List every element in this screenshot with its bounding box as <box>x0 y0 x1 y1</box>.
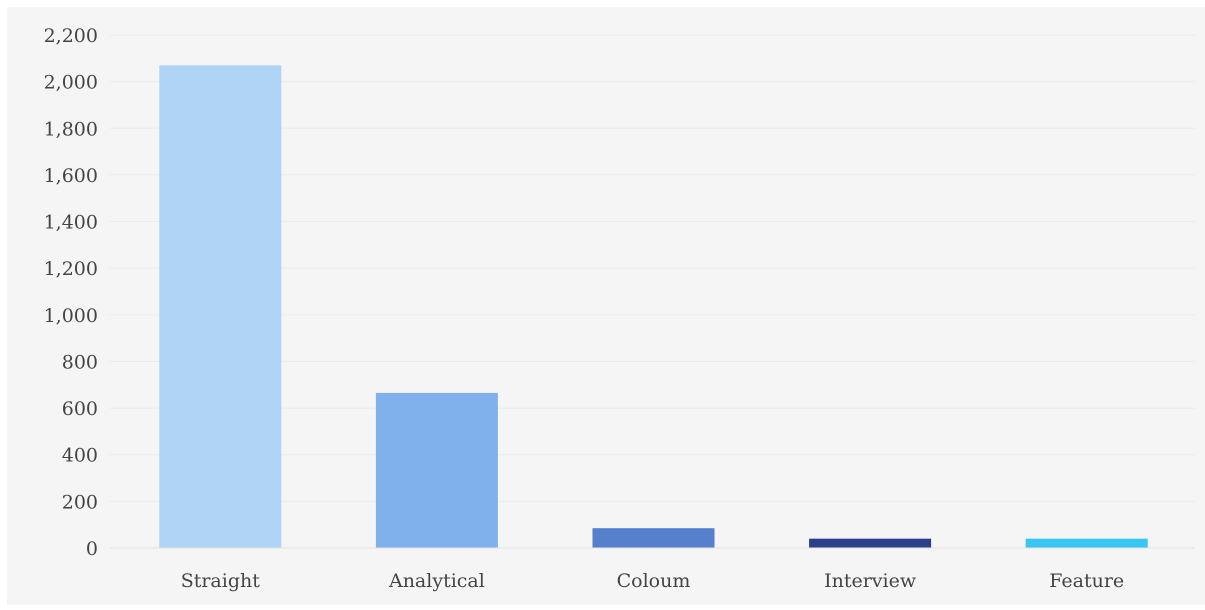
x-tick-label: Interview <box>824 570 917 592</box>
bars <box>159 65 1148 549</box>
y-tick-label: 1,000 <box>44 305 98 327</box>
bar-feature <box>1025 538 1148 548</box>
y-tick-label: 1,600 <box>44 165 98 187</box>
bar-coloum <box>592 528 715 548</box>
y-tick-label: 800 <box>62 351 98 373</box>
y-tick-label: 2,000 <box>44 72 98 94</box>
x-tick-label: Straight <box>181 570 261 592</box>
bar-chart: 0 200 400 600 800 1,000 1,200 1,400 1,600 1,800 2,… <box>44 25 1195 592</box>
x-axis-ticks: Straight Analytical Coloum Interview Feature <box>181 570 1124 592</box>
y-tick-label: 0 <box>86 538 98 560</box>
y-tick-label: 1,200 <box>44 258 98 280</box>
chart-area: 0 200 400 600 800 1,000 1,200 1,400 1,600 1,800 2,… <box>7 7 1205 605</box>
bar-analytical <box>375 392 498 548</box>
y-tick-label: 2,200 <box>44 25 98 47</box>
y-tick-label: 400 <box>62 445 98 467</box>
gridlines <box>110 34 1195 502</box>
y-tick-label: 1,400 <box>44 212 98 234</box>
y-tick-label: 200 <box>62 491 98 513</box>
bar-interview <box>809 538 932 548</box>
x-tick-label: Analytical <box>388 570 485 592</box>
x-tick-label: Coloum <box>617 570 691 592</box>
y-tick-label: 1,800 <box>44 118 98 140</box>
y-tick-label: 600 <box>62 398 98 420</box>
x-tick-label: Feature <box>1049 570 1124 592</box>
bar-straight <box>159 65 282 549</box>
y-axis-ticks: 0 200 400 600 800 1,000 1,200 1,400 1,600 1,800 2,… <box>44 25 98 560</box>
